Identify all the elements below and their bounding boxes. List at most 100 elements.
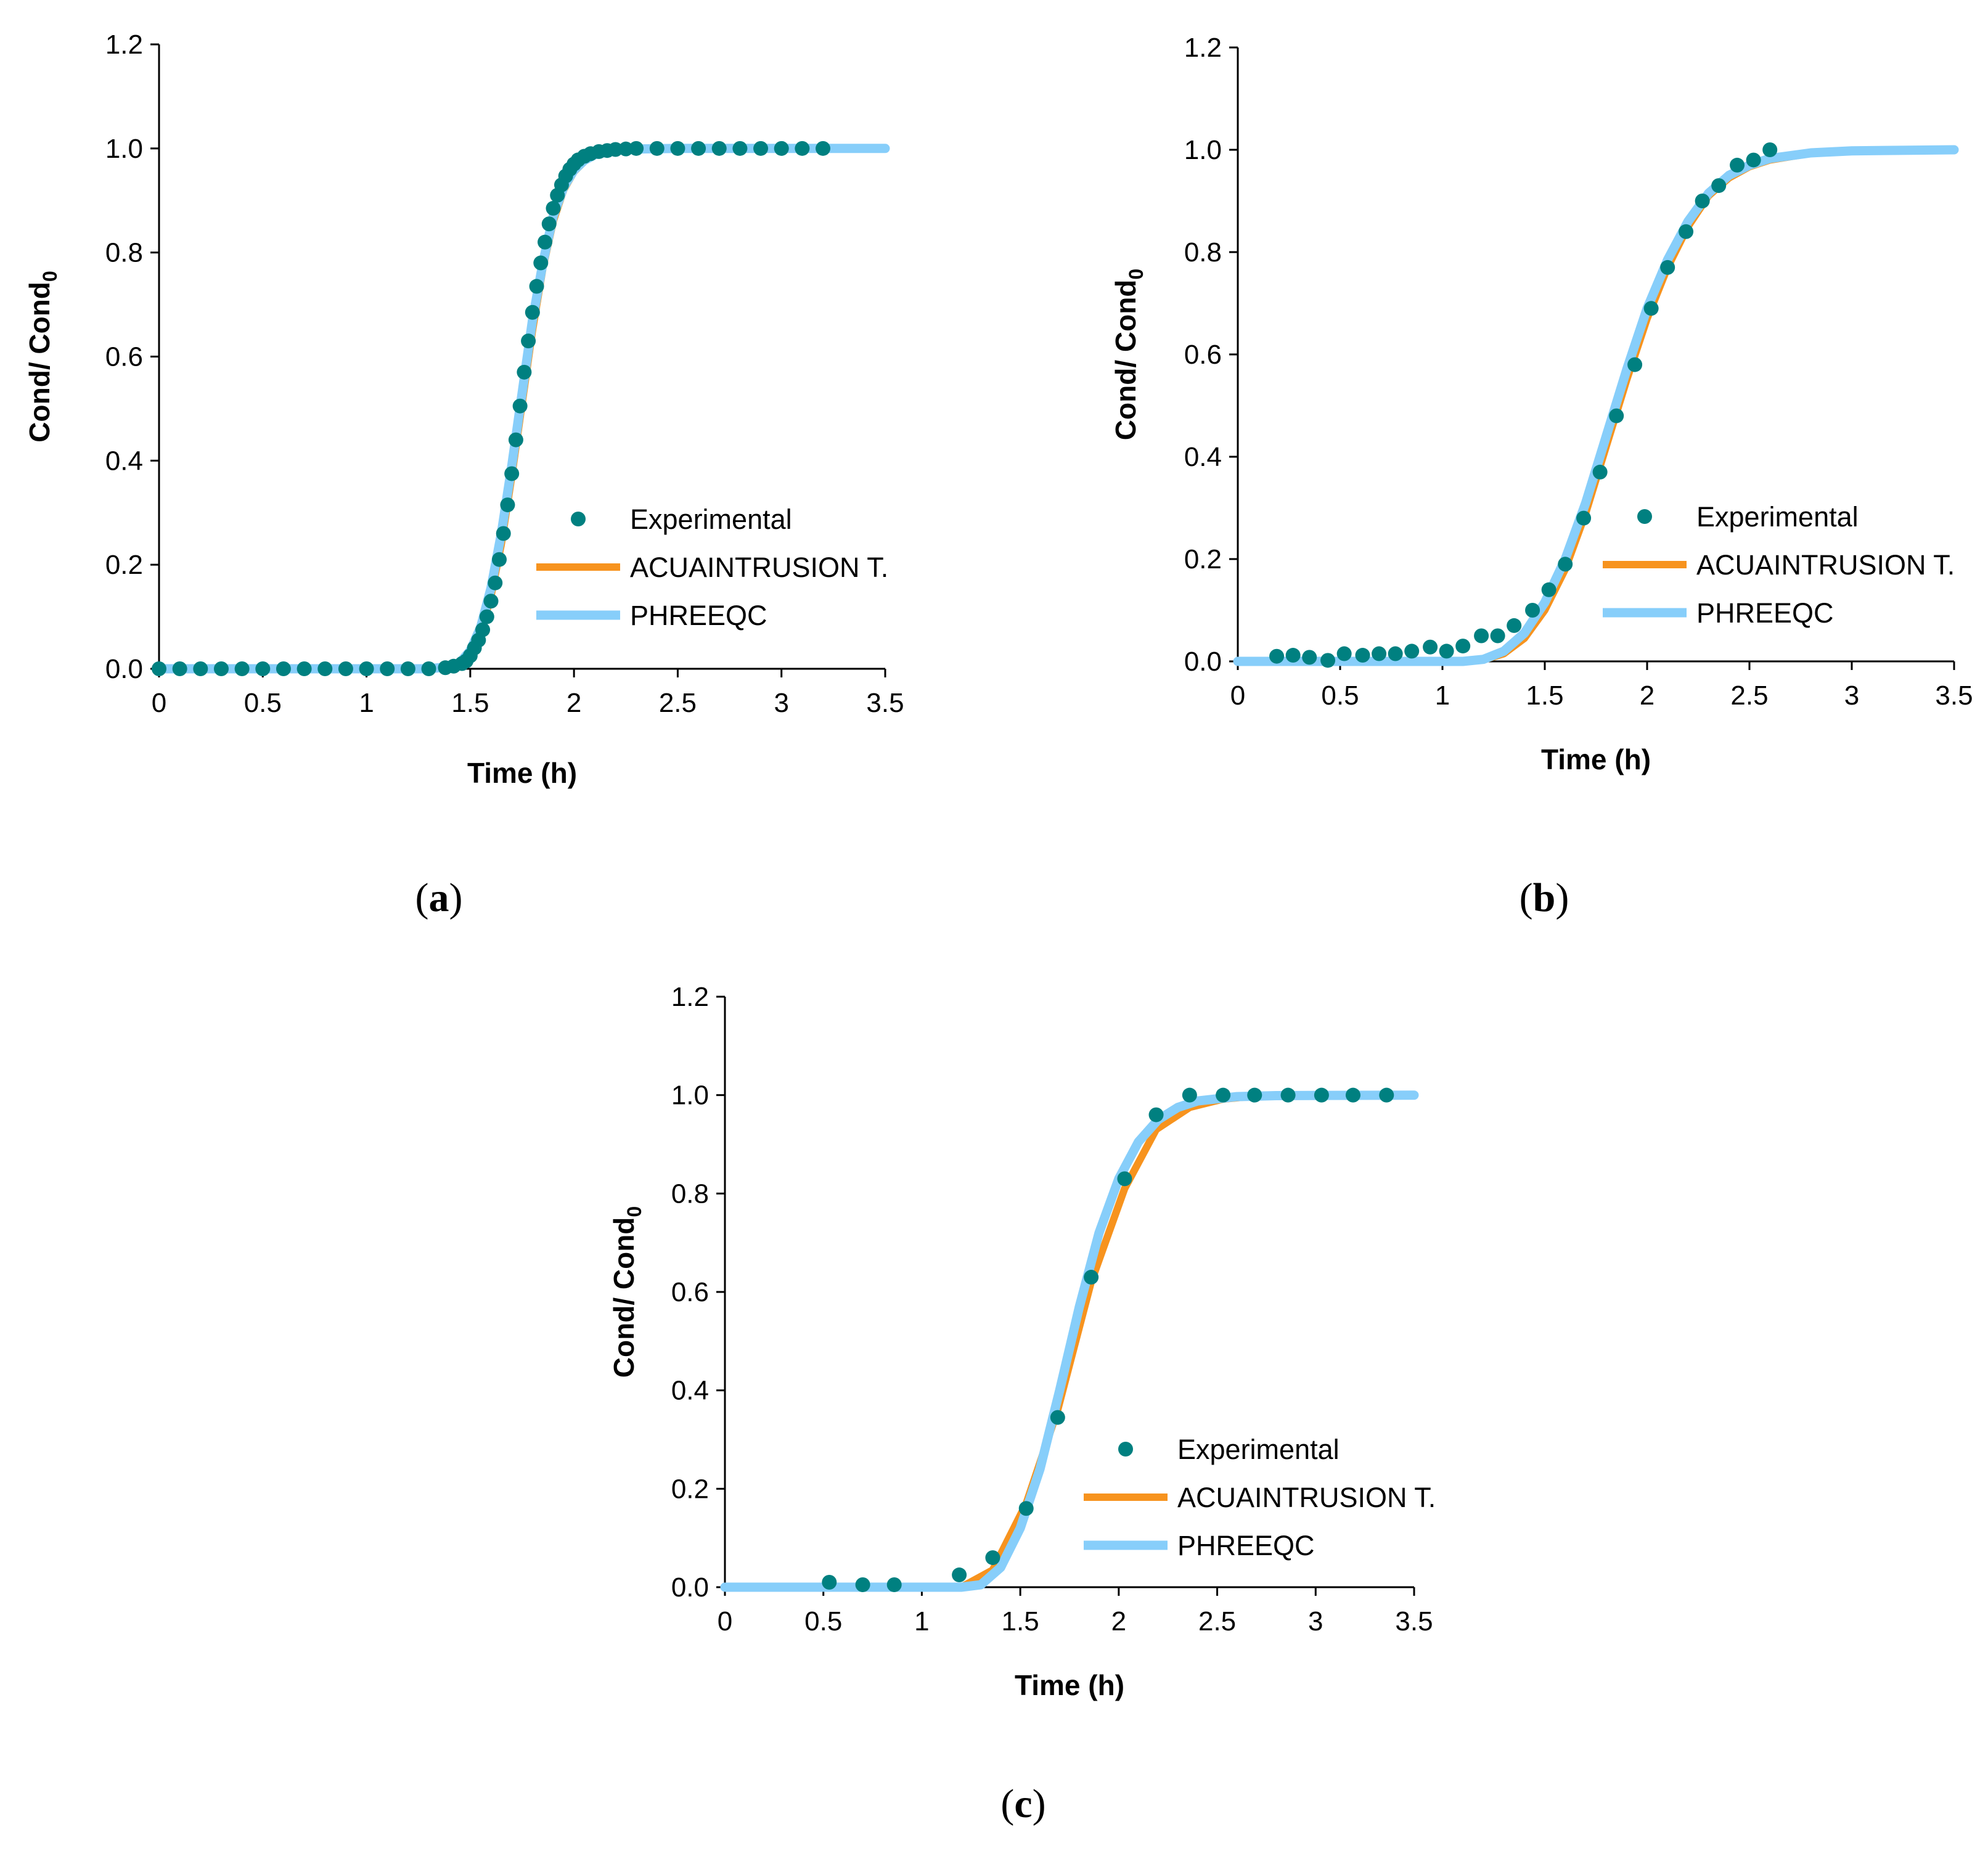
experimental-data-point: [1592, 464, 1608, 480]
y-tick-label: 0.6: [1184, 340, 1222, 370]
experimental-data-point: [533, 255, 549, 271]
experimental-data-point: [152, 661, 166, 676]
x-tick-label: 2.5: [1198, 1606, 1236, 1636]
y-tick-label: 0.4: [1184, 442, 1222, 472]
y-tick-label: 1.2: [105, 30, 143, 60]
experimental-data-point: [985, 1550, 1000, 1566]
experimental-data-point: [649, 141, 665, 156]
experimental-data-point: [1558, 557, 1573, 572]
experimental-data-point: [855, 1577, 870, 1593]
experimental-data-point: [504, 466, 520, 481]
y-tick-label: 0.2: [105, 550, 143, 580]
experimental-data-point: [952, 1567, 967, 1583]
experimental-data-point: [500, 497, 515, 513]
experimental-data-point: [529, 279, 544, 294]
y-tick-label: 0.0: [1184, 647, 1222, 677]
legend-label: PHREEQC: [630, 600, 767, 631]
experimental-data-point: [421, 661, 436, 676]
legend-label: PHREEQC: [1177, 1530, 1315, 1561]
x-tick-label: 1.5: [1526, 680, 1563, 711]
panel-label-close-paren: ): [1555, 875, 1569, 920]
experimental-data-point: [711, 141, 727, 156]
legend-marker-experimental: [1637, 509, 1652, 524]
acuaintrusion-series-line: [1234, 146, 1958, 665]
experimental-data-point: [517, 364, 532, 380]
y-tick-label: 1.2: [1184, 33, 1222, 63]
experimental-data-point: [521, 333, 536, 349]
y-tick-label: 1.0: [671, 1081, 709, 1111]
experimental-data-point: [1247, 1087, 1262, 1103]
experimental-data-point: [317, 661, 333, 676]
experimental-data-point: [380, 661, 395, 676]
y-tick-label: 0.0: [671, 1572, 709, 1603]
legend-label: ACUAINTRUSION T.: [630, 552, 888, 583]
experimental-data-point: [1182, 1087, 1197, 1103]
experimental-data-point: [1285, 648, 1301, 663]
panel-label-open-paren: (: [415, 875, 429, 920]
x-tick-label: 0: [152, 688, 166, 718]
experimental-data-point: [193, 661, 208, 676]
legend-marker-experimental: [1118, 1442, 1133, 1457]
y-axis-label-main: Cond/ Cond: [23, 282, 55, 443]
experimental-data-point: [1216, 1087, 1231, 1103]
experimental-data-point: [1269, 648, 1285, 664]
experimental-data-point: [1018, 1501, 1034, 1516]
experimental-data-point: [1148, 1107, 1164, 1122]
experimental-data-point: [255, 661, 271, 676]
experimental-data-point: [538, 234, 553, 250]
experimental-data-point: [1372, 646, 1387, 661]
y-tick-label: 1.0: [1184, 135, 1222, 165]
experimental-data-point: [1507, 618, 1522, 633]
x-tick-label: 3: [774, 688, 788, 718]
y-tick-label: 0.6: [671, 1277, 709, 1307]
phreeqc-series-line: [1233, 145, 1959, 666]
experimental-data-point: [1404, 644, 1420, 659]
experimental-data-point: [795, 141, 810, 156]
panel-label-close-paren: ): [1033, 1781, 1046, 1826]
experimental-data-point: [822, 1575, 837, 1590]
experimental-data-point: [496, 526, 511, 541]
experimental-data-point: [629, 141, 644, 156]
x-tick-label: 3: [1844, 680, 1859, 711]
y-axis-label-main: Cond/ Cond: [1110, 280, 1142, 441]
x-axis-label: Time (h): [1541, 743, 1651, 775]
x-tick-label: 0: [1230, 680, 1245, 711]
phreeqc-series-line: [720, 1090, 1419, 1592]
experimental-data-point: [1320, 653, 1336, 668]
y-tick-label: 0.2: [1184, 544, 1222, 574]
x-tick-label: 3.5: [1395, 1606, 1433, 1636]
legend-label: ACUAINTRUSION T.: [1696, 549, 1955, 581]
y-axis-label-subscript: 0: [39, 271, 61, 282]
experimental-data-point: [491, 552, 507, 567]
experimental-data-point: [1525, 603, 1540, 618]
y-tick-label: 0.2: [671, 1474, 709, 1504]
chart-panel-b: 0.0 0.2 0.4 0.6 0.8 1.0 1.2 0 0.5 1 1.5 2 2.5 3 3.5 Tim…: [1110, 33, 1973, 920]
experimental-data-point: [1439, 644, 1454, 659]
panel-label-open-paren: (: [1520, 875, 1533, 920]
experimental-data-point: [1314, 1087, 1329, 1103]
experimental-data-point: [512, 398, 528, 414]
x-tick-label: 1: [914, 1606, 929, 1636]
x-tick-label: 2.5: [1730, 680, 1768, 711]
x-tick-label: 0: [718, 1606, 732, 1636]
experimental-data-point: [774, 141, 789, 156]
y-axis-label: Cond/ Cond0: [23, 271, 61, 442]
experimental-data-point: [359, 661, 374, 676]
legend-label: Experimental: [1177, 1434, 1340, 1465]
y-axis-label-subscript: 0: [1125, 269, 1147, 280]
experimental-data-point: [338, 661, 353, 676]
x-tick-label: 2: [1640, 680, 1655, 711]
y-tick-label: 0.0: [105, 654, 143, 684]
experimental-data-point: [1050, 1410, 1065, 1425]
experimental-data-point: [483, 594, 499, 609]
experimental-data-point: [1490, 628, 1505, 644]
x-tick-label: 3.5: [866, 688, 904, 718]
panel-label-letter: a: [429, 875, 449, 920]
experimental-data-point: [488, 575, 503, 590]
chart-panel-c: 0.0 0.2 0.4 0.6 0.8 1.0 1.2 0 0.5 1 1.5 2 2.5 3 3.5 Tim…: [608, 982, 1436, 1826]
experimental-data-point: [1455, 639, 1471, 654]
experimental-data-point: [1679, 224, 1694, 239]
experimental-data-point: [1474, 628, 1489, 644]
experimental-data-point: [1345, 1087, 1360, 1103]
experimental-data-point: [1762, 142, 1778, 157]
